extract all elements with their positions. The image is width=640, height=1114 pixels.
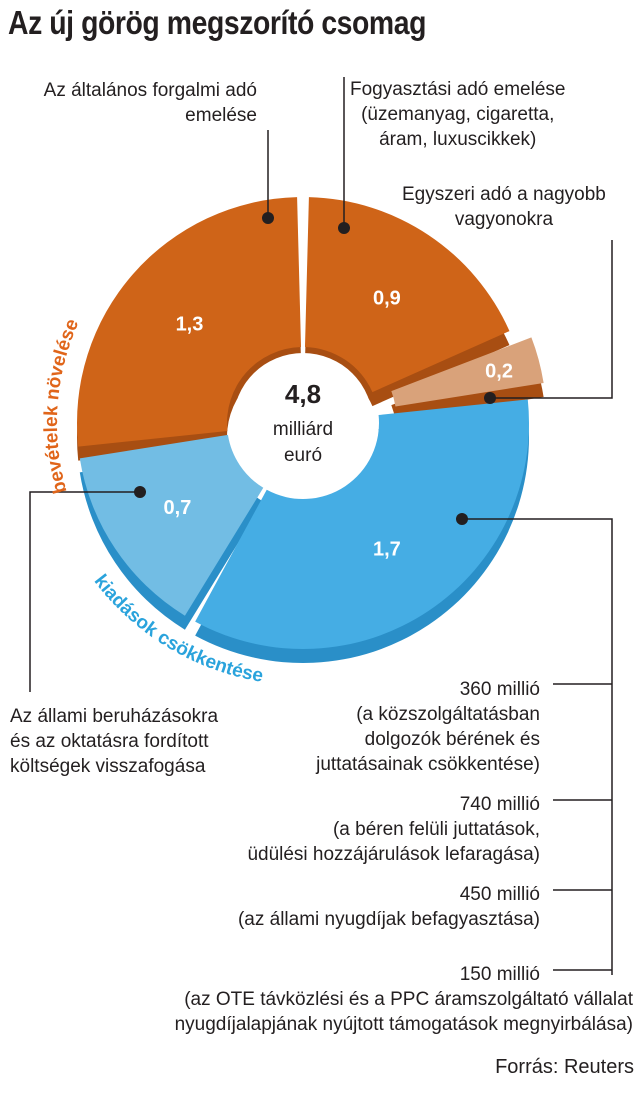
donut-slices xyxy=(77,197,544,650)
breakdown-item: 150 millió xyxy=(460,962,540,987)
group-label-revenue: bevételek növelése xyxy=(41,316,83,496)
source-note: Forrás: Reuters xyxy=(495,1056,634,1078)
breakdown-item: 450 millió (az állami nyugdíjak befagyas… xyxy=(238,882,540,932)
annotation-line: Az általános forgalmi adó xyxy=(43,80,257,101)
leader-dot-vat xyxy=(262,212,274,224)
breakdown-amount: 360 millió xyxy=(459,679,540,700)
breakdown-desc: (az OTE távközlési és a PPC áramszolgált… xyxy=(184,989,633,1010)
breakdown-desc: (az állami nyugdíjak befagyasztása) xyxy=(237,909,540,930)
breakdown-item-desc: (az OTE távközlési és a PPC áramszolgált… xyxy=(175,987,633,1037)
annotation-line: költségek visszafogása xyxy=(10,756,206,777)
breakdown-desc: dolgozók bérének és xyxy=(364,729,540,750)
donut-slice-4 xyxy=(77,197,302,447)
donut-slice-1 xyxy=(391,337,544,407)
annotation-line: vagyonokra xyxy=(454,209,554,230)
leader-wealth xyxy=(490,240,613,399)
leader-dot-wealth xyxy=(484,392,496,404)
slice-value-label: 1,7 xyxy=(373,539,401,561)
leader-cuts-bracket xyxy=(462,518,613,975)
breakdown-amount: 450 millió xyxy=(459,884,540,905)
slice-value-label: 0,2 xyxy=(485,360,513,382)
slice-value-label: 0,9 xyxy=(373,287,401,309)
donut-slice-0 xyxy=(304,197,510,393)
donut-slice-3 xyxy=(79,434,264,616)
leader-dot-investment xyxy=(134,486,146,498)
annotation-line: Az állami beruházásokra xyxy=(10,706,219,727)
annotation-line: és az oktatásra fordított xyxy=(10,731,209,752)
breakdown-item: 360 millió (a közszolgáltatásban dolgozó… xyxy=(316,677,540,777)
leader-investment xyxy=(29,491,140,692)
annotation-investment: Az állami beruházásokra és az oktatásra … xyxy=(10,704,218,779)
slice-labels: 0,9 0,2 1,7 0,7 1,3 xyxy=(164,287,513,560)
center-unit-line1: milliárd xyxy=(273,419,333,440)
breakdown-desc: nyugdíjalapjának nyújtott támogatások me… xyxy=(174,1014,633,1035)
annotation-line: Egyszeri adó a nagyobb xyxy=(402,184,606,205)
breakdown-item: 740 millió (a béren felüli juttatások, ü… xyxy=(247,792,540,867)
annotation-line: (üzemanyag, cigaretta, xyxy=(361,104,555,125)
center-total: 4,8 xyxy=(285,379,321,409)
center-unit-line2: euró xyxy=(284,445,322,466)
breakdown-desc: üdülési hozzájárulások lefaragása) xyxy=(247,844,540,865)
annotation-line: áram, luxuscikkek) xyxy=(379,129,537,150)
breakdown-desc: (a közszolgáltatásban xyxy=(356,704,540,725)
breakdown-amount: 150 millió xyxy=(459,964,540,985)
slice-value-label: 0,7 xyxy=(164,497,192,519)
slice-value-label: 1,3 xyxy=(176,313,204,335)
chart-title: Az új görög megszorító csomag xyxy=(8,4,427,41)
donut-hole xyxy=(233,353,373,493)
leader-dot-excise xyxy=(338,222,350,234)
leader-lines xyxy=(29,77,613,975)
leader-dot-cuts xyxy=(456,513,468,525)
breakdown-desc: (a béren felüli juttatások, xyxy=(332,819,540,840)
donut-slice-2 xyxy=(195,399,530,650)
annotation-line: Fogyasztási adó emelése xyxy=(350,79,566,100)
annotation-line: emelése xyxy=(185,105,257,126)
breakdown-amount: 740 millió xyxy=(459,794,540,815)
annotation-excise: Fogyasztási adó emelése (üzemanyag, ciga… xyxy=(350,77,565,152)
annotation-vat: Az általános forgalmi adó emelése xyxy=(44,78,257,128)
annotation-wealth: Egyszeri adó a nagyobb vagyonokra xyxy=(402,182,606,232)
breakdown-desc: juttatásainak csökkentése) xyxy=(316,754,540,775)
